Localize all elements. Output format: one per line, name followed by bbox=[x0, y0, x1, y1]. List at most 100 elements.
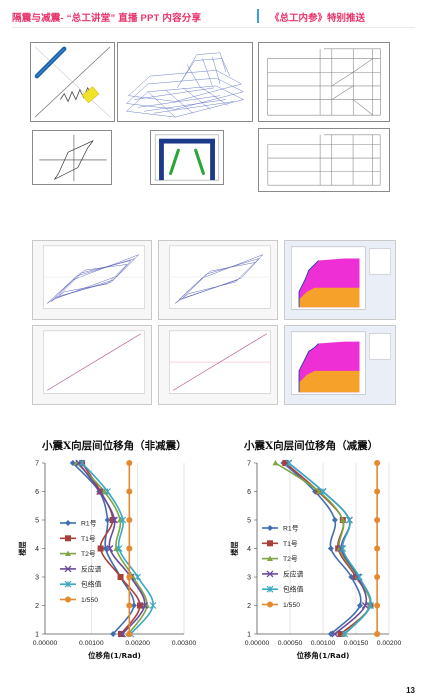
data-point bbox=[316, 488, 323, 494]
data-point bbox=[149, 602, 157, 609]
page-number: 13 bbox=[406, 686, 415, 695]
data-point bbox=[374, 517, 381, 523]
legend-label: 1/550 bbox=[283, 602, 300, 609]
data-point bbox=[285, 459, 293, 467]
legend-entry: T2号 bbox=[262, 555, 298, 563]
data-point bbox=[374, 460, 381, 466]
y-tick-label: 7 bbox=[35, 461, 39, 468]
y-tick-label: 4 bbox=[35, 546, 39, 553]
legend-entry: R1号 bbox=[262, 525, 299, 533]
data-point bbox=[115, 545, 123, 552]
data-point bbox=[348, 574, 355, 580]
legend-label: 反应谱 bbox=[283, 569, 304, 578]
data-point bbox=[272, 460, 279, 466]
x-tick-label: 0.00100 bbox=[79, 640, 104, 647]
y-axis-label: 楼层 bbox=[230, 541, 239, 555]
page-header: 隔震与减震- “总工讲堂” 直播 PPT 内容分享 《总工内参》特别推送 bbox=[12, 8, 415, 28]
legend-label: T2号 bbox=[283, 555, 298, 563]
data-point bbox=[126, 631, 133, 637]
data-point bbox=[126, 602, 133, 609]
data-point bbox=[111, 516, 118, 524]
hysteresis-plot-1 bbox=[32, 240, 152, 320]
chart-title-left: 小震X向层间位移角（非减震） bbox=[42, 440, 187, 452]
legend-marker bbox=[64, 580, 72, 588]
legend-entry: T1号 bbox=[262, 540, 298, 548]
data-point bbox=[109, 517, 116, 523]
data-point bbox=[96, 488, 104, 495]
data-point bbox=[126, 517, 133, 523]
damper-diagram bbox=[30, 42, 115, 122]
series-包络值 bbox=[78, 459, 157, 638]
chart-title-right: 小震X向层间位移角（减震） bbox=[244, 440, 379, 452]
data-point bbox=[126, 545, 133, 552]
data-point bbox=[374, 631, 381, 637]
legend-marker bbox=[65, 520, 71, 526]
hysteresis-diagram bbox=[32, 130, 112, 185]
x-tick-label: 0.00100 bbox=[311, 640, 336, 647]
data-point bbox=[97, 545, 104, 552]
x-axis-label: 位移角(1/Rad) bbox=[297, 651, 350, 660]
legend-entry: R1号 bbox=[60, 520, 97, 528]
series-line bbox=[288, 462, 368, 635]
x-tick-label: 0.00300 bbox=[172, 640, 197, 647]
data-point bbox=[319, 488, 327, 495]
data-point bbox=[104, 517, 111, 523]
y-tick-label: 2 bbox=[35, 603, 39, 610]
data-point bbox=[346, 516, 353, 524]
legend-entry: T2号 bbox=[60, 550, 96, 558]
y-tick-label: 4 bbox=[247, 546, 251, 553]
legend-entry: T1号 bbox=[60, 535, 96, 543]
y-tick-label: 6 bbox=[247, 489, 251, 496]
x-tick-label: 0.00000 bbox=[245, 640, 270, 647]
y-tick-label: 1 bbox=[35, 632, 39, 639]
series-T1号 bbox=[79, 460, 143, 637]
legend-label: 反应谱 bbox=[81, 564, 102, 573]
data-point bbox=[339, 517, 346, 523]
x-tick-label: 0.00200 bbox=[377, 640, 402, 647]
x-tick-label: 0.00000 bbox=[33, 640, 58, 647]
data-point bbox=[130, 602, 137, 609]
y-tick-label: 3 bbox=[35, 575, 39, 582]
y-tick-label: 7 bbox=[247, 461, 251, 468]
data-point bbox=[126, 488, 133, 495]
y-tick-label: 2 bbox=[247, 603, 251, 610]
data-point bbox=[104, 488, 111, 495]
frame-elevation-top bbox=[258, 42, 390, 122]
legend-label: R1号 bbox=[81, 520, 97, 528]
y-axis-label: 楼层 bbox=[18, 541, 27, 555]
data-point bbox=[102, 545, 109, 552]
drift-chart-left: 0.00000 0.00100 0.00200 0.00300 1 2 3 4 5 6 7 楼层 位移角… bbox=[0, 450, 215, 675]
legend-label: R1号 bbox=[283, 525, 299, 533]
legend-marker bbox=[65, 535, 71, 542]
data-point bbox=[327, 631, 334, 637]
legend-label: T1号 bbox=[283, 540, 298, 548]
series-1/550 bbox=[374, 460, 381, 637]
header-left-text: 隔震与减震- “总工讲堂” 直播 PPT 内容分享 bbox=[12, 13, 202, 24]
legend-label: 1/550 bbox=[81, 597, 98, 604]
structure-3d-model bbox=[117, 42, 253, 122]
legend-entry: 1/550 bbox=[262, 601, 300, 609]
y-tick-label: 1 bbox=[247, 632, 251, 639]
legend-entry: 包络值 bbox=[60, 580, 102, 589]
legend-marker bbox=[267, 525, 273, 531]
series-R1号 bbox=[280, 460, 363, 637]
legend-entry: 1/550 bbox=[60, 596, 98, 604]
y-tick-label: 5 bbox=[35, 518, 39, 525]
data-point bbox=[78, 459, 86, 467]
data-point bbox=[355, 573, 363, 581]
frame-elevation-middle bbox=[258, 128, 390, 192]
x-tick-label: 0.00050 bbox=[278, 640, 303, 647]
legend-entry: 反应谱 bbox=[60, 564, 102, 573]
x-tick-label: 0.00200 bbox=[125, 640, 150, 647]
legend-label: 包络值 bbox=[283, 585, 304, 594]
data-point bbox=[327, 545, 334, 552]
y-tick-label: 5 bbox=[247, 518, 251, 525]
legend-marker bbox=[65, 596, 71, 603]
data-point bbox=[331, 630, 339, 638]
header-right-text: 《总工内参》特别推送 bbox=[270, 13, 366, 24]
hysteresis-plot-2 bbox=[158, 240, 278, 320]
drift-chart-right: 0.00000 0.00050 0.00100 0.00150 0.00200 1 2 3 4 5… bbox=[213, 450, 427, 675]
legend-entry: 包络值 bbox=[262, 585, 304, 594]
